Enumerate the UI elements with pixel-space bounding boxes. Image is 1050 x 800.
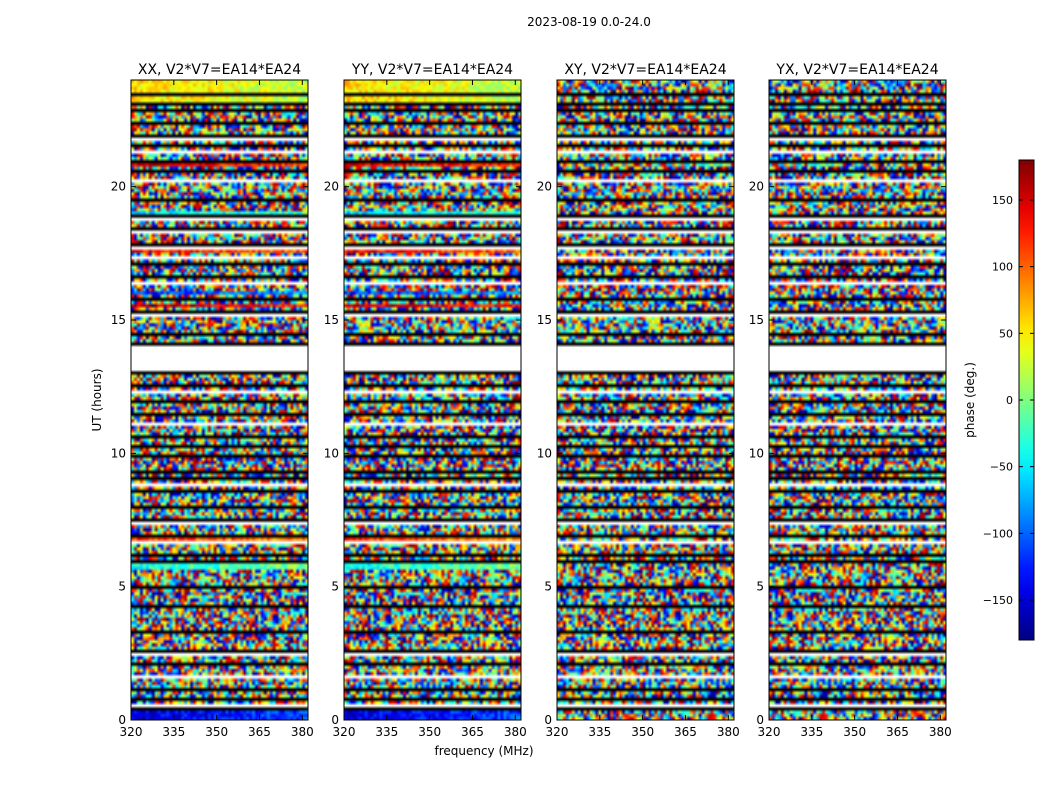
waterfall-panels: XX, V2*V7=EA14*EA24 320 335 350 365 380 0 5 10 15… — [111, 62, 952, 739]
colorbar-tick-label: 150 — [992, 194, 1013, 207]
x-tick-label: 365 — [461, 725, 484, 739]
x-tick-label: 335 — [162, 725, 185, 739]
phase-raster — [344, 80, 521, 720]
x-tick-label: 380 — [291, 725, 314, 739]
panel-frame — [768, 79, 947, 721]
y-tick-label: 0 — [756, 713, 764, 727]
x-tick-label: 320 — [333, 725, 356, 739]
y-tick-label: 15 — [749, 313, 764, 327]
y-tick-label: 10 — [537, 446, 552, 460]
x-axis-label: frequency (MHz) — [434, 744, 533, 758]
y-tick-label: 15 — [111, 313, 126, 327]
y-tick-label: 5 — [756, 580, 764, 594]
y-tick-label: 20 — [324, 180, 339, 194]
x-tick-label: 335 — [375, 725, 398, 739]
phase-raster — [557, 80, 734, 720]
x-tick-label: 320 — [120, 725, 143, 739]
x-tick-label: 365 — [248, 725, 271, 739]
y-tick-label: 10 — [749, 446, 764, 460]
x-tick-label: 350 — [631, 725, 654, 739]
colorbar-tick-label: −100 — [983, 527, 1013, 540]
x-tick-label: 350 — [843, 725, 866, 739]
x-tick-label: 380 — [504, 725, 527, 739]
colorbar-tick-label: −150 — [983, 594, 1013, 607]
panel-frame — [343, 79, 522, 721]
y-tick-label: 0 — [331, 713, 339, 727]
y-tick-label: 0 — [118, 713, 126, 727]
y-tick-label: 20 — [111, 180, 126, 194]
x-tick-label: 350 — [418, 725, 441, 739]
panel-frame — [556, 79, 735, 721]
colorbar: 150 100 50 0 −50 −100 −150 — [983, 159, 1035, 641]
panel-1: YY, V2*V7=EA14*EA24 320 335 350 365 380 0 5 10 15… — [324, 62, 527, 739]
colorbar-tick-label: 0 — [1006, 394, 1013, 407]
panel-frame — [130, 79, 309, 721]
panel-0: XX, V2*V7=EA14*EA24 320 335 350 365 380 0 5 10 15… — [111, 62, 314, 739]
panel-title: YX, V2*V7=EA14*EA24 — [775, 62, 938, 78]
y-tick-label: 20 — [537, 180, 552, 194]
figure-suptitle: 2023-08-19 0.0-24.0 — [527, 15, 651, 29]
colorbar-label: phase (deg.) — [963, 362, 977, 438]
x-tick-label: 365 — [674, 725, 697, 739]
y-tick-label: 15 — [324, 313, 339, 327]
x-tick-label: 335 — [800, 725, 823, 739]
x-tick-label: 320 — [546, 725, 569, 739]
x-tick-label: 380 — [717, 725, 740, 739]
y-tick-label: 5 — [544, 580, 552, 594]
colorbar-tick-label: 50 — [999, 327, 1013, 340]
y-tick-label: 5 — [331, 580, 339, 594]
y-tick-label: 20 — [749, 180, 764, 194]
x-tick-label: 365 — [886, 725, 909, 739]
panel-title: YY, V2*V7=EA14*EA24 — [351, 62, 513, 78]
y-axis-label: UT (hours) — [90, 368, 104, 431]
y-tick-label: 0 — [544, 713, 552, 727]
phase-raster — [131, 80, 308, 720]
y-tick-label: 15 — [537, 313, 552, 327]
colorbar-tick-label: −50 — [990, 461, 1013, 474]
colorbar-tick-label: 100 — [992, 261, 1013, 274]
panel-3: YX, V2*V7=EA14*EA24 320 335 350 365 380 0 5 10 15… — [749, 62, 952, 739]
panel-2: XY, V2*V7=EA14*EA24 320 335 350 365 380 0 5 10 15… — [537, 62, 740, 739]
panel-title: XX, V2*V7=EA14*EA24 — [138, 62, 301, 78]
y-tick-label: 10 — [324, 446, 339, 460]
x-tick-label: 380 — [929, 725, 952, 739]
y-tick-label: 5 — [118, 580, 126, 594]
panel-title: XY, V2*V7=EA14*EA24 — [564, 62, 726, 78]
phase-raster — [769, 80, 946, 720]
x-tick-label: 335 — [588, 725, 611, 739]
x-tick-label: 350 — [205, 725, 228, 739]
x-tick-label: 320 — [758, 725, 781, 739]
y-tick-label: 10 — [111, 446, 126, 460]
